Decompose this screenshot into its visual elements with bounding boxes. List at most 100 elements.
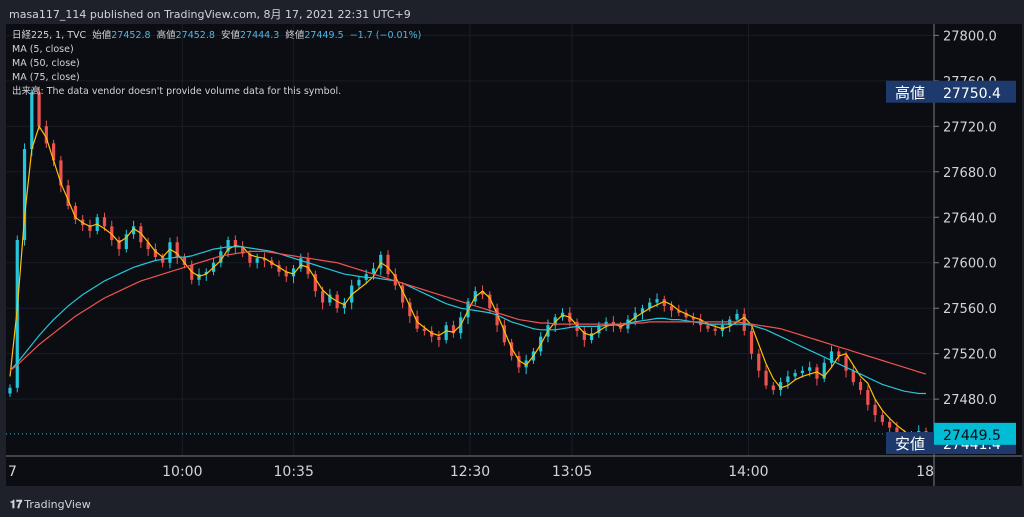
price-tick-label: 27680.0 bbox=[943, 166, 997, 181]
brand-label: TradingView bbox=[24, 498, 91, 511]
candle-body bbox=[684, 312, 688, 318]
candle-body bbox=[757, 353, 761, 371]
candle-body bbox=[648, 302, 652, 309]
candle-body bbox=[779, 382, 783, 391]
candle-body bbox=[37, 92, 41, 127]
legend-ma5[interactable]: MA (5, close) bbox=[12, 44, 74, 55]
candle-body bbox=[851, 370, 855, 383]
candle-body bbox=[713, 328, 717, 331]
candle-body bbox=[153, 249, 157, 258]
price-tick-label: 27480.0 bbox=[943, 393, 997, 408]
time-tick-label: 10:35 bbox=[274, 464, 314, 480]
candle-body bbox=[357, 279, 361, 286]
candle-body bbox=[808, 367, 812, 371]
candle-body bbox=[815, 367, 819, 379]
candle-body bbox=[22, 149, 27, 240]
candle-body bbox=[880, 415, 884, 422]
high-label-text: 高値 bbox=[895, 84, 925, 102]
candle-body bbox=[124, 234, 128, 250]
low-label-text: 安値 bbox=[895, 435, 925, 453]
ma5-line bbox=[9, 124, 927, 439]
candle-body bbox=[517, 355, 521, 368]
candle-body bbox=[829, 351, 834, 363]
candle-body bbox=[895, 427, 899, 434]
candle-body bbox=[844, 355, 848, 371]
candle-body bbox=[321, 291, 325, 303]
candle-body bbox=[677, 310, 681, 313]
candle-body bbox=[764, 370, 768, 386]
candle-body bbox=[88, 225, 92, 231]
candle-body bbox=[524, 360, 528, 368]
symbol-label: 日経225, 1, TVC bbox=[12, 30, 87, 41]
price-tick-label: 27560.0 bbox=[943, 302, 997, 317]
candle-body bbox=[422, 328, 426, 331]
candle-body bbox=[597, 325, 601, 334]
candle-body bbox=[379, 254, 383, 269]
candle-body bbox=[888, 421, 892, 428]
candle-body bbox=[495, 308, 499, 326]
candle-body bbox=[248, 253, 252, 263]
high-value: 27452.8 bbox=[175, 30, 215, 41]
last-price-box bbox=[934, 422, 1016, 445]
time-tick-label: 12:30 bbox=[450, 464, 490, 480]
candle-body bbox=[30, 92, 34, 150]
ma50-line bbox=[9, 246, 926, 395]
tradingview-logo[interactable]: 𝟏𝟕 TradingView bbox=[10, 498, 91, 512]
candle-body bbox=[277, 265, 281, 272]
candle-body bbox=[146, 242, 150, 250]
legend-ma75[interactable]: MA (75, close) bbox=[12, 72, 80, 83]
time-tick-label: 10:00 bbox=[162, 464, 202, 480]
candle-body bbox=[691, 317, 695, 320]
candle-body bbox=[241, 246, 245, 254]
change-value: −1.7 (−0.01%) bbox=[349, 30, 422, 41]
chart-legend: 日経225, 1, TVC 始値27452.8 高値27452.8 安値2744… bbox=[12, 29, 421, 99]
candle-body bbox=[662, 299, 666, 306]
tradingview-logo-icon: 𝟏𝟕 bbox=[10, 498, 23, 511]
high-label: 高値 bbox=[156, 30, 176, 41]
candle-body bbox=[8, 387, 12, 394]
open-value: 27452.8 bbox=[111, 30, 151, 41]
low-label: 安値 bbox=[220, 30, 240, 41]
chart-panel[interactable]: 27800.027760.027720.027680.027640.027600… bbox=[6, 24, 1022, 486]
time-tick-label: 18 bbox=[916, 464, 934, 480]
candle-body bbox=[371, 268, 376, 275]
candle-body bbox=[59, 160, 63, 186]
candle-body bbox=[313, 274, 317, 292]
price-tick-label: 27800.0 bbox=[943, 29, 997, 44]
ma75-line bbox=[9, 250, 927, 375]
candle-body bbox=[771, 385, 775, 391]
ohlc-row: 日経225, 1, TVC 始値27452.8 高値27452.8 安値2744… bbox=[12, 29, 421, 43]
candle-body bbox=[386, 254, 390, 275]
publish-header: masa117_114 published on TradingView.com… bbox=[0, 0, 1024, 24]
candle-body bbox=[437, 336, 441, 341]
candle-body bbox=[182, 257, 187, 266]
footer: 𝟏𝟕 TradingView bbox=[0, 490, 1024, 517]
price-chart[interactable]: 27800.027760.027720.027680.027640.027600… bbox=[6, 24, 1022, 486]
candle-body bbox=[117, 240, 121, 250]
candle-body bbox=[291, 268, 296, 277]
candle-body bbox=[786, 376, 790, 383]
candle-body bbox=[255, 258, 259, 263]
candle-body bbox=[139, 226, 143, 243]
candle-body bbox=[393, 274, 397, 286]
time-tick-label: 13:05 bbox=[552, 464, 592, 480]
candle-body bbox=[52, 143, 56, 161]
low-label-box bbox=[886, 432, 934, 455]
candle-body bbox=[284, 271, 288, 277]
legend-ma50[interactable]: MA (50, close) bbox=[12, 58, 80, 69]
price-tick-label: 27520.0 bbox=[943, 348, 997, 363]
candle-body bbox=[226, 240, 230, 252]
candle-body bbox=[299, 258, 303, 269]
candle-body bbox=[110, 226, 114, 240]
candle-body bbox=[488, 294, 492, 309]
time-tick-label: 14:00 bbox=[728, 464, 768, 480]
candle-body bbox=[800, 370, 805, 374]
candle-body bbox=[793, 373, 797, 377]
candle-body bbox=[73, 205, 78, 220]
high-label-box bbox=[886, 80, 934, 103]
last-price-text: 27449.5 bbox=[943, 428, 1001, 444]
high-value-box bbox=[934, 80, 1016, 103]
candle-body bbox=[44, 126, 48, 144]
low-value: 27444.3 bbox=[239, 30, 280, 41]
candle-body bbox=[749, 330, 754, 354]
